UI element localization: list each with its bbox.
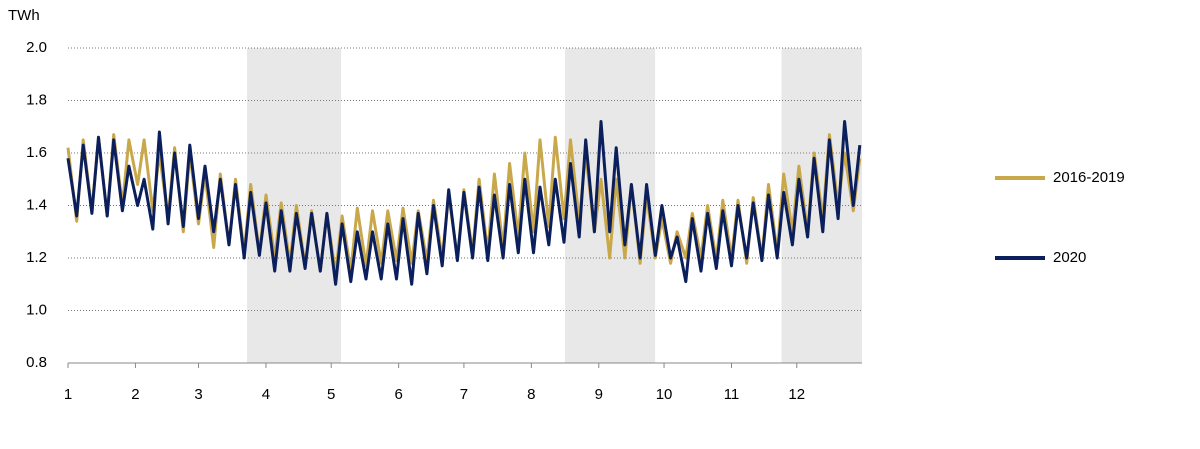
x-tick-label: 6	[394, 386, 402, 403]
x-tick-label: 1	[64, 386, 72, 403]
y-tick-label: 2.0	[26, 39, 47, 56]
y-tick-label: 1.8	[26, 91, 47, 108]
y-tick-label: 1.4	[26, 196, 47, 213]
x-tick-label: 3	[194, 386, 202, 403]
x-tick-label: 2	[131, 386, 139, 403]
y-tick-label: 1.6	[26, 144, 47, 161]
x-tick-label: 10	[656, 386, 673, 403]
y-unit: TWh	[8, 7, 40, 24]
x-tick-label: 7	[460, 386, 468, 403]
x-tick-label: 11	[724, 386, 740, 403]
shaded-period	[247, 48, 342, 363]
x-tick-label: 8	[527, 386, 535, 403]
y-tick-label: 1.0	[26, 301, 47, 318]
x-tick-label: 4	[262, 386, 270, 403]
y-tick-label: 1.2	[26, 249, 47, 266]
x-tick-label: 5	[327, 386, 335, 403]
x-tick-label: 12	[788, 386, 805, 403]
x-tick-label: 9	[595, 386, 603, 403]
y-tick-label: 0.8	[26, 354, 47, 371]
legend-label: 2020	[1053, 249, 1086, 266]
series-line	[66, 120, 862, 286]
legend-label: 2016-2019	[1053, 169, 1125, 186]
